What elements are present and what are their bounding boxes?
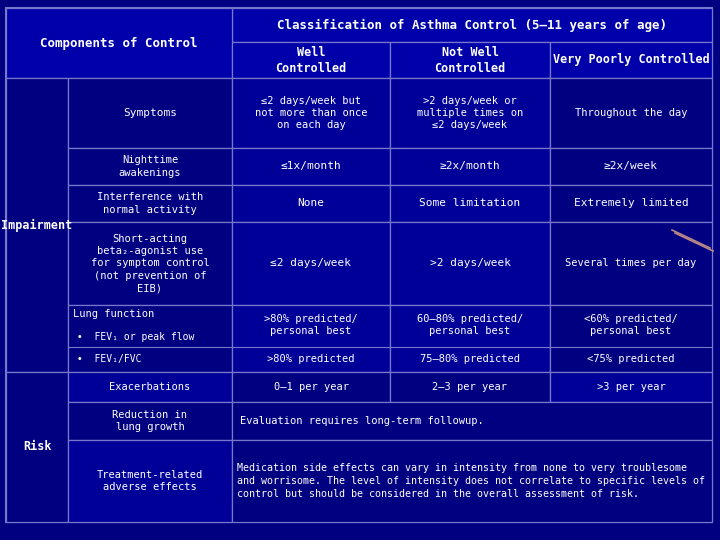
Bar: [390, 78, 550, 148]
Text: >80% predicted: >80% predicted: [267, 354, 355, 364]
Text: Throughout the day: Throughout the day: [575, 108, 688, 118]
Bar: [232, 440, 712, 522]
Text: Nighttime
awakenings: Nighttime awakenings: [119, 156, 181, 178]
Text: ≤2 days/week but
not more than once
on each day: ≤2 days/week but not more than once on e…: [255, 96, 367, 130]
Bar: [232, 402, 712, 440]
Bar: [390, 222, 550, 305]
Bar: [232, 8, 712, 42]
Text: Very Poorly Controlled: Very Poorly Controlled: [553, 53, 709, 66]
Bar: [232, 305, 390, 372]
Text: Symptoms: Symptoms: [123, 108, 177, 118]
Bar: [390, 42, 550, 78]
Bar: [232, 372, 390, 402]
Bar: [68, 222, 232, 305]
Bar: [6, 8, 232, 78]
Text: Some limitation: Some limitation: [419, 199, 521, 208]
Bar: [550, 305, 712, 372]
Bar: [550, 185, 712, 222]
Text: Extremely limited: Extremely limited: [574, 199, 688, 208]
Bar: [390, 185, 550, 222]
Text: Evaluation requires long-term followup.: Evaluation requires long-term followup.: [240, 416, 484, 426]
Bar: [68, 148, 232, 185]
Bar: [6, 78, 68, 372]
Text: ≤2 days/week: ≤2 days/week: [271, 259, 351, 268]
Text: Not Well
Controlled: Not Well Controlled: [434, 45, 505, 75]
Text: Reduction in
lung growth: Reduction in lung growth: [112, 410, 187, 432]
Bar: [550, 372, 712, 402]
Bar: [550, 148, 712, 185]
Text: Well
Controlled: Well Controlled: [275, 45, 346, 75]
Bar: [68, 78, 232, 148]
Text: <60% predicted/
personal best: <60% predicted/ personal best: [584, 314, 678, 336]
Bar: [68, 402, 232, 440]
Bar: [390, 305, 550, 372]
Text: Treatment-related
adverse effects: Treatment-related adverse effects: [97, 470, 203, 492]
Text: <75% predicted: <75% predicted: [588, 354, 675, 364]
Bar: [232, 78, 390, 148]
Text: ≤1x/month: ≤1x/month: [281, 161, 341, 172]
Text: •  FEV₁ or peak flow: • FEV₁ or peak flow: [71, 332, 194, 342]
Text: Medication side effects can vary in intensity from none to very troublesome
and : Medication side effects can vary in inte…: [237, 463, 705, 499]
Text: Impairment: Impairment: [1, 219, 73, 232]
Text: Interference with
normal activity: Interference with normal activity: [97, 192, 203, 215]
Bar: [232, 185, 390, 222]
Text: 0–1 per year: 0–1 per year: [274, 382, 348, 392]
Bar: [390, 148, 550, 185]
Text: ≥2x/week: ≥2x/week: [604, 161, 658, 172]
Text: >3 per year: >3 per year: [597, 382, 665, 392]
Text: >2 days/week or
multiple times on
≤2 days/week: >2 days/week or multiple times on ≤2 day…: [417, 96, 523, 130]
Text: Classification of Asthma Control (5–11 years of age): Classification of Asthma Control (5–11 y…: [277, 18, 667, 31]
Bar: [232, 148, 390, 185]
Bar: [390, 372, 550, 402]
Text: 75–80% predicted: 75–80% predicted: [420, 354, 520, 364]
Bar: [68, 372, 232, 402]
Text: 60–80% predicted/
personal best: 60–80% predicted/ personal best: [417, 314, 523, 336]
Bar: [68, 305, 232, 372]
Text: >2 days/week: >2 days/week: [430, 259, 510, 268]
Text: Several times per day: Several times per day: [565, 259, 697, 268]
Bar: [550, 222, 712, 305]
Text: Components of Control: Components of Control: [40, 37, 198, 50]
Bar: [6, 372, 68, 522]
Bar: [68, 185, 232, 222]
Text: •  FEV₁/FVC: • FEV₁/FVC: [71, 354, 142, 363]
Bar: [550, 78, 712, 148]
Text: ≥2x/month: ≥2x/month: [440, 161, 500, 172]
Bar: [232, 42, 390, 78]
Text: None: None: [297, 199, 325, 208]
Bar: [68, 440, 232, 522]
Bar: [550, 42, 712, 78]
Text: Lung function: Lung function: [73, 309, 154, 319]
Text: Short-acting
beta₂-agonist use
for symptom control
(not prevention of
EIB): Short-acting beta₂-agonist use for sympt…: [91, 234, 210, 293]
Text: Exacerbations: Exacerbations: [109, 382, 191, 392]
Text: 2–3 per year: 2–3 per year: [433, 382, 508, 392]
Text: >80% predicted/
personal best: >80% predicted/ personal best: [264, 314, 358, 336]
Text: Risk: Risk: [23, 441, 51, 454]
Bar: [232, 222, 390, 305]
